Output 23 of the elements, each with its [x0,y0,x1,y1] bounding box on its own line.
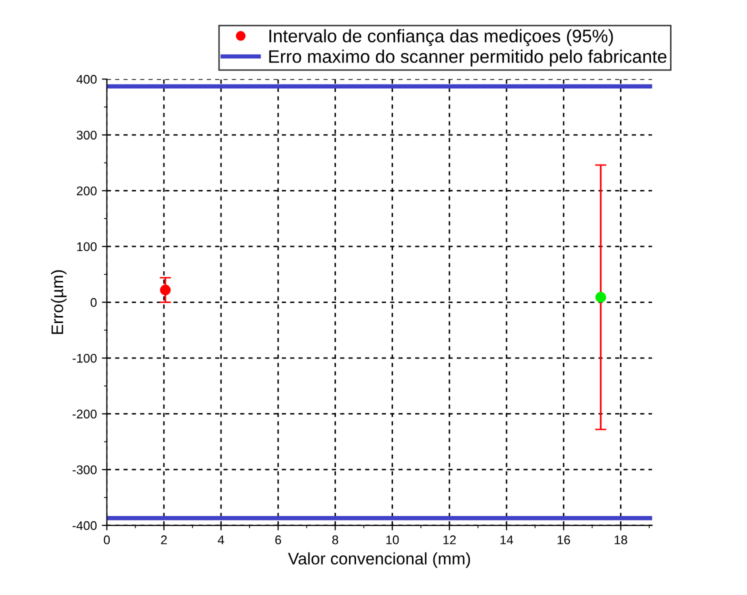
y-tick-label: 300 [76,130,97,140]
x-tick-label: 10 [386,535,399,544]
x-tick-label: 2 [161,535,167,544]
x-tick-label: 16 [558,535,570,544]
legend-label: Erro maximo do scanner permitido pelo fabricante [269,50,666,66]
x-axis-title: Valor convencional (mm) [288,552,470,568]
x-tick-label: 0 [104,535,110,544]
x-tick-label: 14 [500,536,514,544]
y-tick-label: 200 [76,186,97,196]
y-tick-label: 0 [90,298,97,307]
x-tick-label: 12 [443,535,456,544]
y-tick-label: -400 [72,521,97,530]
y-axis-title: Erro(µm) [50,270,67,334]
x-tick-label: 6 [275,535,282,544]
y-tick-label: -200 [72,410,97,418]
y-tick-label: -300 [72,465,97,474]
x-tick-label: 18 [614,535,628,544]
y-tick-label: 400 [76,74,97,84]
x-tick-label: 8 [332,535,338,544]
y-tick-label: -100 [72,354,97,363]
legend-label: Intervalo de confiança das mediçoes (95%) [269,29,613,46]
x-tick-label: 4 [218,536,224,544]
y-tick-label: 100 [77,242,97,252]
